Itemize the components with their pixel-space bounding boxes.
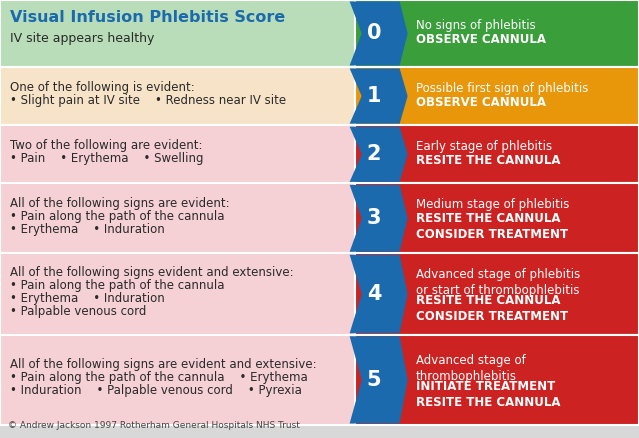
Bar	[355, 184, 639, 253]
Text: • Palpable venous cord: • Palpable venous cord	[10, 305, 146, 318]
Text: RESITE THE CANNULA: RESITE THE CANNULA	[415, 154, 560, 167]
Text: No signs of phlebitis: No signs of phlebitis	[415, 19, 535, 32]
Text: All of the following signs evident and extensive:: All of the following signs evident and e…	[10, 266, 294, 279]
Bar	[0, 184, 355, 253]
Text: © Andrew Jackson 1997 Rotherham General Hospitals NHS Trust: © Andrew Jackson 1997 Rotherham General …	[8, 421, 300, 430]
Text: • Pain along the path of the cannula: • Pain along the path of the cannula	[10, 210, 224, 223]
Polygon shape	[350, 1, 408, 65]
Text: 5: 5	[367, 370, 381, 390]
Text: • Slight pain at IV site    • Redness near IV site: • Slight pain at IV site • Redness near …	[10, 94, 286, 107]
Bar	[0, 125, 355, 184]
Text: 2: 2	[367, 144, 381, 164]
Bar	[0, 0, 355, 67]
Text: 0: 0	[367, 24, 381, 43]
Polygon shape	[350, 336, 408, 424]
Text: INITIATE TREATMENT
RESITE THE CANNULA: INITIATE TREATMENT RESITE THE CANNULA	[415, 380, 560, 409]
Bar	[355, 253, 639, 335]
Polygon shape	[350, 127, 408, 182]
Text: Medium stage of phlebitis: Medium stage of phlebitis	[415, 198, 569, 211]
Text: RESITE THE CANNULA
CONSIDER TREATMENT: RESITE THE CANNULA CONSIDER TREATMENT	[415, 212, 568, 241]
Bar	[355, 125, 639, 184]
Text: Advanced stage of phlebitis
or start of thrombophlebitis: Advanced stage of phlebitis or start of …	[415, 268, 580, 297]
Bar	[0, 253, 355, 335]
Text: • Erythema    • Induration: • Erythema • Induration	[10, 223, 165, 236]
Text: 1: 1	[367, 86, 381, 106]
Bar	[355, 335, 639, 425]
Text: OBSERVE CANNULA: OBSERVE CANNULA	[415, 33, 546, 46]
Polygon shape	[350, 255, 408, 333]
Text: • Pain along the path of the cannula: • Pain along the path of the cannula	[10, 279, 224, 292]
Text: • Pain along the path of the cannula    • Erythema: • Pain along the path of the cannula • E…	[10, 371, 308, 385]
Text: Possible first sign of phlebitis: Possible first sign of phlebitis	[415, 82, 588, 95]
Text: Early stage of phlebitis: Early stage of phlebitis	[415, 140, 551, 153]
Bar	[0, 335, 355, 425]
Text: • Pain    • Erythema    • Swelling: • Pain • Erythema • Swelling	[10, 152, 203, 165]
Text: • Erythema    • Induration: • Erythema • Induration	[10, 292, 165, 305]
Text: RESITE THE CANNULA
CONSIDER TREATMENT: RESITE THE CANNULA CONSIDER TREATMENT	[415, 294, 568, 323]
Text: All of the following signs are evident:: All of the following signs are evident:	[10, 197, 229, 210]
Text: Advanced stage of
thrombophlebitis: Advanced stage of thrombophlebitis	[415, 354, 525, 383]
Text: • Induration    • Palpable venous cord    • Pyrexia: • Induration • Palpable venous cord • Py…	[10, 385, 302, 397]
Text: IV site appears healthy: IV site appears healthy	[10, 32, 155, 45]
Text: 4: 4	[367, 284, 381, 304]
Text: OBSERVE CANNULA: OBSERVE CANNULA	[415, 96, 546, 109]
Polygon shape	[350, 185, 408, 252]
Text: Visual Infusion Phlebitis Score: Visual Infusion Phlebitis Score	[10, 10, 285, 25]
Text: All of the following signs are evident and extensive:: All of the following signs are evident a…	[10, 358, 317, 371]
Text: One of the following is evident:: One of the following is evident:	[10, 81, 195, 94]
Polygon shape	[350, 68, 408, 124]
Text: 3: 3	[367, 208, 381, 228]
Bar	[355, 67, 639, 125]
Bar	[0, 67, 355, 125]
Bar	[355, 0, 639, 67]
Text: Two of the following are evident:: Two of the following are evident:	[10, 139, 203, 152]
